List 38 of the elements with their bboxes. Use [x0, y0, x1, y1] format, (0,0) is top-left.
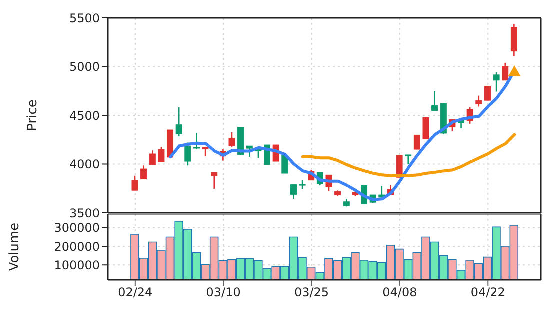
candlestick: [176, 106, 182, 138]
y-axis-title: Price: [26, 100, 41, 132]
candlestick: [202, 146, 209, 157]
candlestick: [228, 132, 236, 148]
candlestick: [510, 23, 518, 57]
candlestick: [484, 86, 491, 102]
candlestick: [211, 172, 218, 190]
candlestick: [476, 95, 482, 108]
line-series: [301, 133, 516, 178]
candlestick: [246, 145, 253, 158]
y-tick-label: 3500: [69, 206, 100, 220]
candlestick: [414, 134, 420, 150]
candlestick: [405, 154, 412, 165]
y-tick-label: 100000: [54, 258, 100, 272]
y-tick-label: 5500: [69, 11, 100, 26]
candlestick: [149, 150, 156, 166]
candlestick: [282, 155, 288, 174]
candlestick: [432, 90, 438, 112]
y-axis-title: Volume: [8, 222, 23, 272]
y-tick-label: 5000: [69, 60, 100, 74]
candlestick: [193, 132, 200, 150]
x-tick-label: 02/24: [118, 286, 153, 300]
candlestick: [290, 184, 297, 200]
x-tick-label: 03/10: [206, 286, 241, 300]
y-tick-label: 4000: [69, 158, 100, 172]
candlestick: [158, 146, 165, 163]
candlestick: [493, 72, 500, 92]
candlestick: [422, 116, 430, 140]
candlestick: [140, 164, 148, 180]
x-tick-label: 03/25: [294, 286, 330, 300]
x-tick-label: 04/22: [470, 286, 506, 300]
y-tick-label: 4500: [69, 108, 100, 123]
y-tick-label: 300000: [54, 221, 100, 236]
x-tick-label: 04/08: [382, 286, 418, 300]
candlestick: [132, 175, 138, 192]
candlestick: [184, 142, 192, 166]
candlestick: [502, 62, 509, 82]
y-tick-label: 200000: [54, 240, 100, 254]
